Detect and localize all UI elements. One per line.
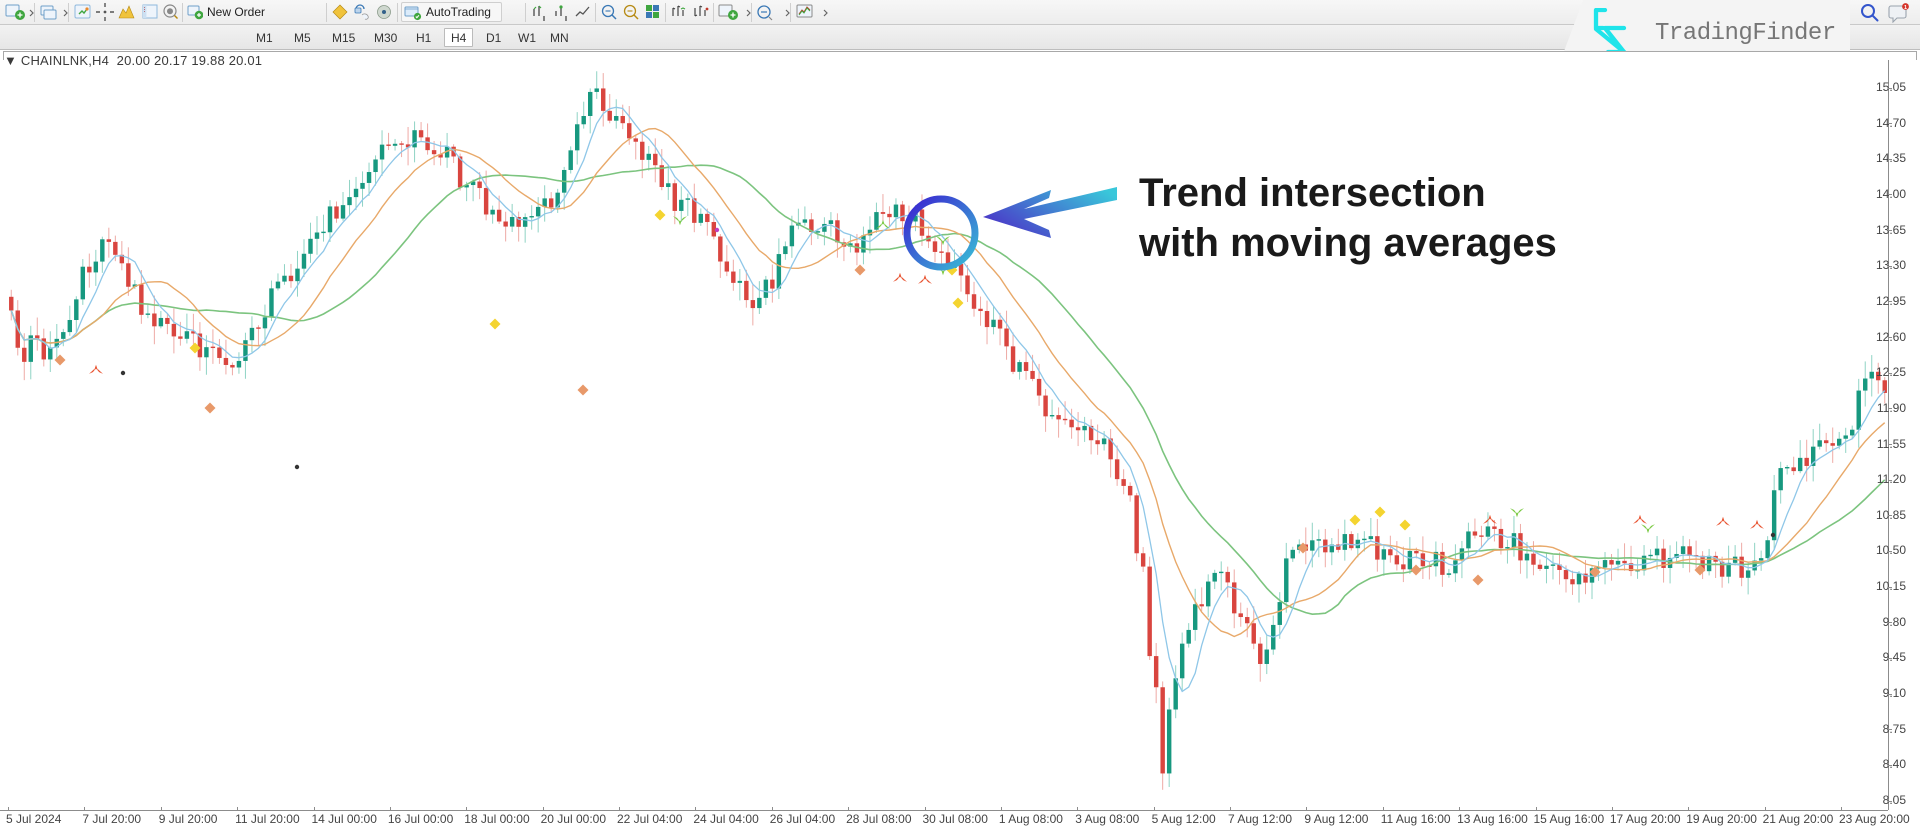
svg-text:1: 1 bbox=[1904, 5, 1907, 11]
